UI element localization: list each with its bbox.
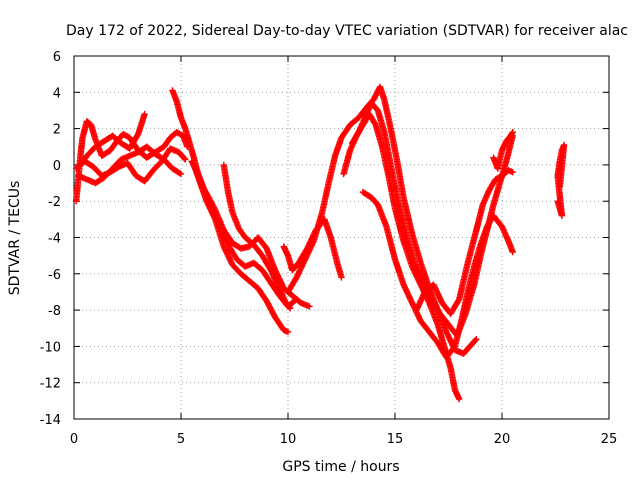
x-tick-label: 25: [601, 432, 618, 447]
chart-title: Day 172 of 2022, Sidereal Day-to-day VTE…: [66, 23, 628, 39]
y-tick-label: -10: [40, 340, 61, 355]
data-point: [509, 129, 516, 136]
axis-ticks: 0 5 10 15 20 25 -14 -12 -10 -8 -6 -4 -2 0 2 4 6: [40, 50, 618, 447]
data-point: [473, 335, 480, 343]
data-point: [176, 170, 183, 177]
data-point: [292, 296, 299, 304]
series-track-g: [190, 161, 292, 336]
y-axis-label: SDTVAR / TECUs: [7, 181, 23, 296]
data-point: [293, 296, 300, 303]
y-tick-label: -12: [40, 377, 61, 392]
data-point: [509, 248, 516, 256]
data-point: [306, 303, 313, 310]
data-point: [472, 336, 479, 344]
x-tick-label: 5: [177, 432, 185, 447]
data-point: [556, 183, 563, 190]
series-track-l: [349, 99, 516, 339]
y-tick-label: -8: [48, 304, 61, 319]
data-point: [181, 155, 188, 162]
data-point: [182, 156, 189, 163]
y-tick-label: 0: [53, 159, 61, 174]
y-tick-label: -4: [48, 232, 61, 247]
data-point: [509, 168, 516, 176]
data-point: [284, 328, 292, 336]
series-track-o: [490, 129, 516, 172]
x-axis-label: GPS time / hours: [282, 459, 399, 475]
series-track-j: [284, 83, 480, 357]
y-tick-label: 4: [53, 86, 61, 101]
series-track-d: [77, 110, 148, 169]
data-point: [338, 274, 345, 281]
data-point: [456, 395, 463, 403]
data-point: [177, 170, 185, 178]
series-track-p: [554, 141, 568, 219]
series-track-n: [413, 167, 516, 317]
data-point: [286, 304, 293, 311]
x-tick-label: 10: [280, 432, 297, 447]
series-track-c: [75, 143, 185, 187]
x-tick-label: 15: [387, 432, 404, 447]
series-track-h: [220, 161, 294, 312]
y-tick-label: 2: [53, 123, 61, 138]
y-tick-label: -6: [48, 268, 61, 283]
data-series: [72, 83, 568, 403]
x-tick-label: 20: [494, 432, 511, 447]
series-track-m: [359, 188, 516, 361]
data-point: [508, 130, 516, 137]
y-tick-label: 6: [53, 50, 61, 65]
data-point: [141, 110, 148, 118]
x-tick-label: 0: [70, 432, 78, 447]
data-point: [286, 305, 294, 312]
y-tick-label: -14: [40, 413, 61, 428]
y-tick-label: -2: [48, 195, 61, 210]
